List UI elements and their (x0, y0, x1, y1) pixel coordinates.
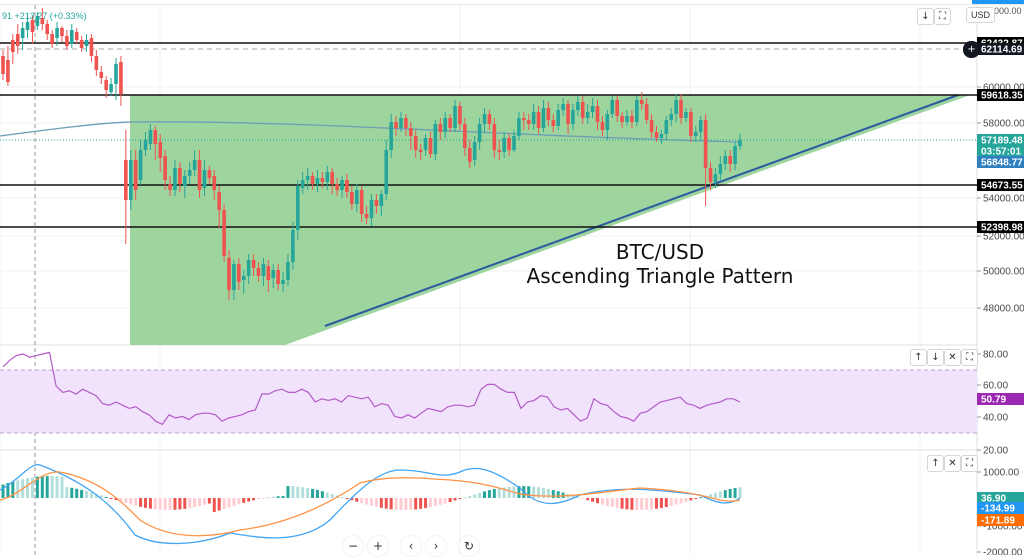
svg-text:-2000.00: -2000.00 (983, 548, 1023, 556)
price-axis[interactable]: 60000.00 58000.00 54000.00 52000.00 50000.00… (977, 83, 1024, 559)
scroll-right-button[interactable]: › (426, 536, 446, 556)
currency-badge[interactable]: USD (966, 7, 996, 23)
svg-text:59618.35: 59618.35 (981, 91, 1023, 102)
svg-text:50.79: 50.79 (981, 395, 1006, 406)
svg-text:-1000.00: -1000.00 (983, 522, 1023, 533)
macd-histogram-tag: 36.90 (977, 492, 1024, 505)
zoom-in-button[interactable]: + (368, 536, 388, 556)
move-pane-down-icon[interactable]: ↓ (927, 349, 944, 366)
top-tick-label: 64000.00 (984, 6, 1022, 16)
svg-text:60.00: 60.00 (983, 381, 1008, 392)
maximize-pane-icon[interactable]: ⛶ (934, 8, 951, 25)
close-pane-icon[interactable]: ✕ (944, 349, 961, 366)
scroll-down-icon[interactable]: ↓ (917, 8, 934, 25)
svg-text:52000.00: 52000.00 (983, 232, 1024, 243)
svg-text:60000.00: 60000.00 (983, 83, 1024, 94)
svg-text:54673.55: 54673.55 (981, 181, 1023, 192)
candlestick-series (1, 8, 742, 300)
svg-text:-171.89: -171.89 (981, 516, 1015, 527)
svg-text:50000.00: 50000.00 (983, 267, 1024, 278)
annotation-symbol: BTC/USD (615, 240, 705, 264)
price-change-legend: 91 +213.27 (+0.33%) (2, 11, 87, 21)
chart-annotation[interactable]: BTC/USD Ascending Triangle Pattern (500, 240, 820, 288)
moving-average-line (0, 121, 977, 143)
svg-text:54000.00: 54000.00 (983, 194, 1024, 205)
add-alert-icon[interactable]: + (963, 41, 980, 58)
annotation-pattern: Ascending Triangle Pattern (526, 264, 794, 288)
last-price-tag: 57189.48 (977, 134, 1024, 147)
countdown-tag: 03:57:01 (977, 145, 1024, 158)
svg-text:-134.99: -134.99 (981, 504, 1015, 515)
rsi-band (0, 369, 977, 434)
svg-text:1000.00: 1000.00 (983, 468, 1020, 479)
svg-text:58000.00: 58000.00 (983, 119, 1024, 130)
svg-text:03:57:01: 03:57:01 (981, 147, 1021, 158)
macd-signal-tag: -171.89 (977, 514, 1024, 527)
close-pane-icon[interactable]: ✕ (944, 455, 961, 472)
rsi-line (2, 351, 741, 426)
macd-line-tag: -134.99 (977, 502, 1024, 515)
rsi-value-tag: 50.79 (977, 393, 1024, 406)
active-tab-indicator (972, 0, 1024, 4)
level-59618-tag: 59618.35 (977, 89, 1024, 102)
level-54673-tag: 54673.55 (977, 179, 1024, 192)
svg-text:20.00: 20.00 (983, 446, 1008, 457)
reset-chart-button[interactable]: ↻ (459, 536, 479, 556)
level-62114-tag: 62114.69 (977, 43, 1024, 56)
level-52398-tag: 52398.98 (977, 221, 1024, 234)
maximize-pane-icon[interactable]: ⛶ (961, 455, 978, 472)
top-toolbar-edge (0, 0, 1024, 5)
svg-text:36.90: 36.90 (981, 494, 1006, 505)
macd-series (0, 464, 742, 545)
svg-text:57189.48: 57189.48 (981, 136, 1023, 147)
horizontal-levels[interactable] (0, 42, 977, 228)
move-pane-up-icon[interactable]: ↑ (910, 349, 927, 366)
svg-text:62114.69: 62114.69 (981, 45, 1023, 56)
move-pane-up-icon[interactable]: ↑ (927, 455, 944, 472)
price-tags: 62432.8762114.6959618.3557189.4803:57:01… (977, 37, 1024, 527)
ma-value-tag: 56848.77 (977, 156, 1024, 169)
ascending-triangle-shape[interactable] (130, 94, 970, 345)
scroll-left-button[interactable]: ‹ (401, 536, 421, 556)
svg-text:48000.00: 48000.00 (983, 304, 1024, 315)
zoom-out-button[interactable]: − (343, 536, 363, 556)
maximize-pane-icon[interactable]: ⛶ (961, 349, 978, 366)
svg-text:56848.77: 56848.77 (981, 158, 1023, 169)
svg-text:52398.98: 52398.98 (981, 223, 1023, 234)
svg-text:40.00: 40.00 (983, 413, 1008, 424)
svg-text:80.00: 80.00 (983, 350, 1008, 361)
